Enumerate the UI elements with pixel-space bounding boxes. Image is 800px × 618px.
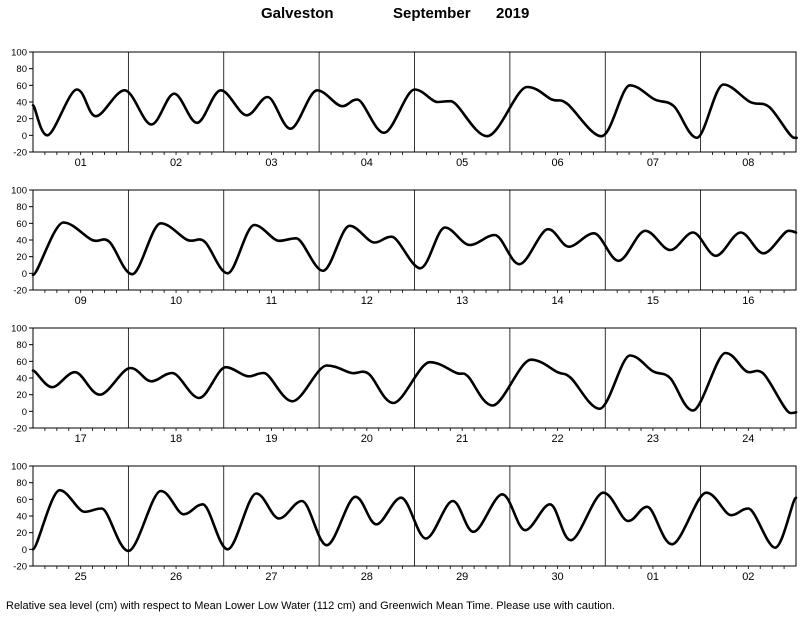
day-label: 30 (551, 571, 563, 583)
day-label: 01 (75, 157, 87, 169)
chart-title: Galveston September 2019 (0, 5, 800, 25)
y-tick-label: 100 (11, 324, 27, 335)
y-tick-label: 20 (16, 528, 27, 539)
y-tick-label: 100 (11, 48, 27, 59)
y-tick-label: 40 (16, 374, 27, 385)
y-tick-label: -20 (13, 562, 27, 573)
y-tick-label: 80 (16, 478, 27, 489)
day-label: 22 (551, 433, 563, 445)
day-label: 19 (265, 433, 277, 445)
day-label: 01 (647, 571, 659, 583)
day-label: 28 (361, 571, 373, 583)
y-tick-label: 0 (22, 131, 27, 142)
day-label: 14 (551, 295, 563, 307)
day-label: 02 (742, 571, 754, 583)
y-tick-label: -20 (13, 148, 27, 159)
day-label: 24 (742, 433, 754, 445)
footnote: Relative sea level (cm) with respect to … (6, 600, 615, 612)
y-tick-label: 20 (16, 252, 27, 263)
day-label: 09 (75, 295, 87, 307)
y-tick-label: 60 (16, 495, 27, 506)
tide-series-line (31, 83, 798, 140)
day-label: 03 (265, 157, 277, 169)
day-label: 13 (456, 295, 468, 307)
y-tick-label: 60 (16, 81, 27, 92)
day-label: 16 (742, 295, 754, 307)
y-tick-label: 60 (16, 219, 27, 230)
day-label: 23 (647, 433, 659, 445)
day-label: 25 (75, 571, 87, 583)
y-tick-label: 80 (16, 64, 27, 75)
day-label: 12 (361, 295, 373, 307)
day-label: 26 (170, 571, 182, 583)
day-label: 20 (361, 433, 373, 445)
y-tick-label: 40 (16, 236, 27, 247)
y-tick-label: 40 (16, 512, 27, 523)
y-tick-label: 100 (11, 186, 27, 197)
y-tick-label: 0 (22, 545, 27, 556)
y-tick-label: 80 (16, 202, 27, 213)
month-name: September (393, 5, 471, 22)
y-tick-label: -20 (13, 424, 27, 435)
y-tick-label: 60 (16, 357, 27, 368)
day-label: 06 (551, 157, 563, 169)
day-label: 27 (265, 571, 277, 583)
day-label: 18 (170, 433, 182, 445)
station-name: Galveston (261, 5, 334, 22)
y-tick-label: 0 (22, 269, 27, 280)
tide-series-line (31, 488, 798, 553)
y-tick-label: 20 (16, 390, 27, 401)
day-label: 21 (456, 433, 468, 445)
y-tick-label: 20 (16, 114, 27, 125)
day-label: 11 (266, 295, 277, 307)
y-tick-label: 80 (16, 340, 27, 351)
y-tick-label: 100 (11, 462, 27, 473)
y-tick-label: -20 (13, 286, 27, 297)
day-label: 08 (742, 157, 754, 169)
tide-series-line (31, 221, 798, 277)
day-label: 04 (361, 157, 373, 169)
day-label: 05 (456, 157, 468, 169)
day-label: 02 (170, 157, 182, 169)
y-tick-label: 40 (16, 98, 27, 109)
tide-series-line (31, 351, 798, 415)
day-label: 07 (647, 157, 659, 169)
day-label: 10 (170, 295, 182, 307)
y-tick-label: 0 (22, 407, 27, 418)
day-label: 29 (456, 571, 468, 583)
year-label: 2019 (496, 5, 530, 22)
day-label: 17 (75, 433, 87, 445)
day-label: 15 (647, 295, 659, 307)
